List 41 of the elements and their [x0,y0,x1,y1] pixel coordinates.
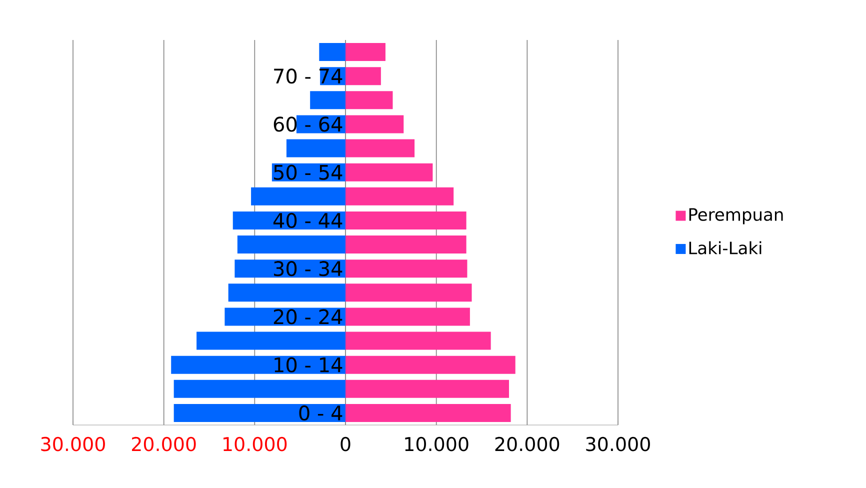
bar [346,163,433,182]
bar [228,284,346,302]
bar [346,91,393,110]
bar [319,43,346,62]
bar [346,332,491,350]
y-tick-label: 0 - 4 [299,405,342,421]
bar [171,356,346,374]
bar [346,404,511,422]
bar [346,211,466,230]
bar [346,308,470,326]
bar [196,332,346,350]
bar [346,356,516,374]
legend-label: Perempuan [689,208,783,224]
bar [174,404,346,422]
x-tick-label: 10.000 [405,436,468,452]
y-tick-label: 40 - 44 [273,212,342,228]
y-tick-label: 10 - 14 [274,357,342,372]
bar [310,91,346,110]
bar [251,187,346,206]
y-tick-label: 50 - 54 [274,164,342,180]
bar [346,139,415,158]
x-tick-label: 10.000 [224,436,287,452]
bar [346,380,510,398]
y-tick-label: 20 - 24 [274,309,342,324]
bar [286,139,346,158]
bar [346,67,381,86]
bar [346,115,404,134]
bar [346,260,468,278]
y-tick-label: 30 - 34 [274,261,342,276]
x-tick-label: 20.000 [495,436,560,452]
x-tick-label: 30.000 [586,436,650,452]
bar [346,43,386,62]
x-tick-label: 0 [340,436,350,452]
legend-label: Laki-Laki [689,241,762,254]
bar [346,284,472,302]
bar [346,236,466,254]
x-tick-label: 20.000 [132,436,196,452]
bar [346,187,454,206]
bar [174,380,346,398]
bar [237,236,346,254]
x-tick-label: 30.000 [41,436,105,452]
